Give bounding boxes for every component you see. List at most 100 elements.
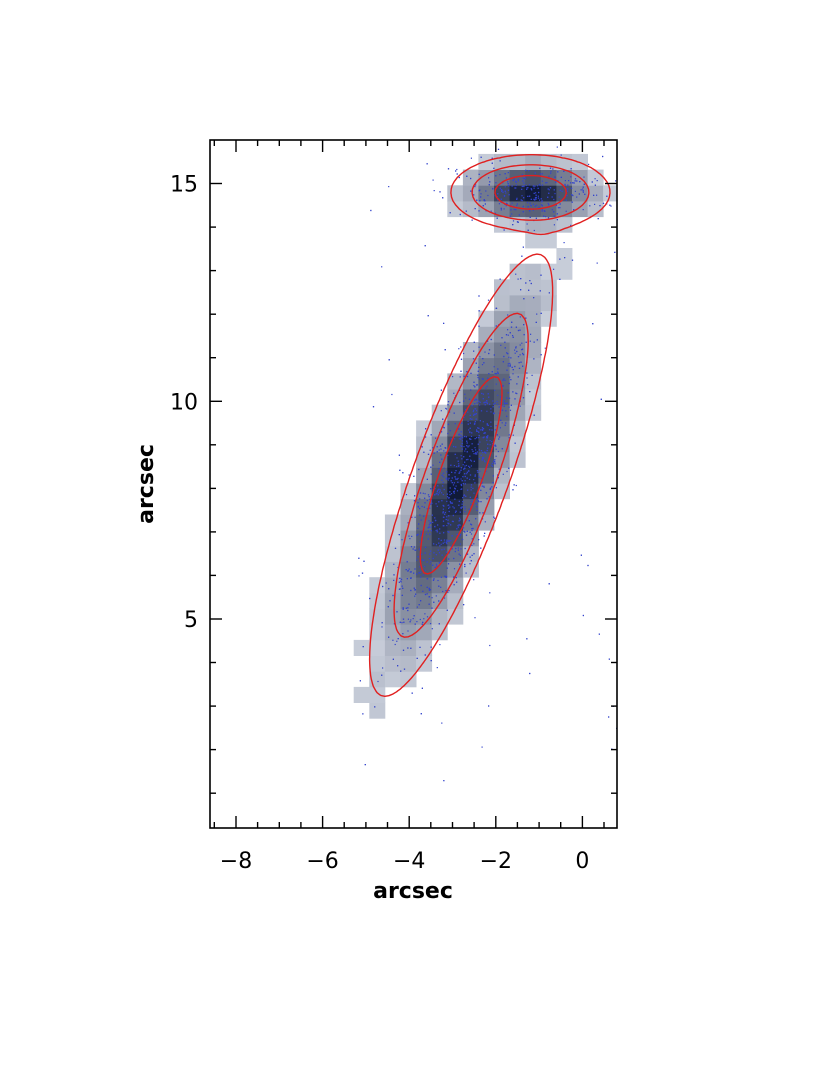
photon-point	[543, 215, 545, 217]
photon-point	[464, 531, 466, 533]
photon-point	[429, 522, 431, 524]
contour-level	[419, 174, 567, 575]
photon-point	[418, 523, 420, 525]
photon-point	[461, 448, 463, 450]
density-pixel	[478, 201, 495, 218]
photon-point	[458, 524, 460, 526]
density-pixel	[494, 451, 510, 468]
photon-point	[436, 667, 438, 669]
photon-point	[487, 424, 489, 426]
photon-point	[468, 445, 470, 447]
density-pixel	[494, 169, 510, 186]
x-axis-title: arcsec	[373, 879, 453, 904]
photon-point	[487, 194, 489, 197]
photon-point	[471, 219, 473, 221]
photon-point	[515, 209, 517, 211]
photon-point	[459, 376, 461, 378]
photon-point	[428, 524, 430, 526]
photon-point	[488, 349, 491, 351]
photon-point	[558, 196, 560, 198]
photon-point	[470, 460, 473, 462]
photon-point	[521, 349, 523, 351]
photon-point	[474, 474, 476, 476]
photon-point	[533, 297, 535, 299]
density-pixel	[494, 326, 510, 343]
photon-point	[451, 482, 453, 484]
photon-point	[529, 340, 531, 342]
photon-point	[503, 402, 505, 404]
photon-point	[482, 458, 484, 460]
photon-point	[445, 551, 447, 553]
photon-point	[442, 516, 445, 518]
photon-point	[450, 464, 452, 466]
photon-point	[402, 633, 404, 635]
photon-point	[436, 529, 438, 531]
density-pixel	[462, 545, 479, 562]
photon-point	[407, 647, 409, 649]
photon-point	[444, 575, 446, 577]
photon-point	[426, 578, 428, 580]
photon-point	[504, 186, 506, 188]
photon-point	[446, 516, 448, 518]
photon-point	[501, 189, 503, 191]
photon-point	[382, 667, 384, 669]
photon-point	[462, 476, 464, 478]
photon-point	[398, 454, 400, 456]
photon-point	[427, 530, 429, 532]
photon-point	[457, 526, 459, 528]
photon-point	[474, 447, 476, 449]
photon-point	[445, 590, 447, 592]
photon-point	[487, 435, 489, 437]
photon-point	[462, 437, 464, 439]
density-pixel	[447, 185, 464, 202]
photon-point	[494, 517, 496, 519]
photon-point	[414, 549, 416, 551]
photon-point	[422, 590, 424, 592]
photon-point	[445, 541, 448, 543]
photon-point	[471, 544, 473, 546]
photon-point	[454, 438, 456, 440]
density-pixel	[556, 263, 573, 280]
photon-point	[465, 572, 467, 574]
photon-point	[484, 432, 486, 434]
photon-point	[448, 558, 450, 560]
photon-point	[458, 504, 460, 506]
photon-point	[515, 346, 517, 348]
photon-point	[363, 560, 365, 562]
photon-point	[509, 409, 512, 411]
x-tick-label: −8	[220, 849, 252, 874]
photon-point	[497, 199, 499, 201]
photon-point	[497, 193, 499, 195]
photon-point	[460, 438, 462, 440]
photon-point	[399, 577, 401, 579]
photon-point	[517, 376, 519, 378]
photon-point	[525, 341, 527, 343]
photon-point	[533, 198, 535, 200]
density-pixel	[509, 342, 526, 359]
photon-point	[507, 189, 510, 191]
density-pixel	[384, 639, 401, 656]
photon-point	[517, 221, 519, 223]
photon-point	[434, 517, 436, 519]
y-tick-label: 15	[170, 173, 198, 198]
photon-point	[535, 321, 537, 323]
photon-point	[560, 154, 562, 156]
photon-point	[549, 187, 552, 189]
photon-point	[594, 184, 596, 186]
photon-point	[478, 434, 480, 437]
photon-point	[529, 195, 531, 197]
photon-point	[491, 465, 494, 467]
photon-point	[518, 362, 520, 364]
photon-point	[446, 567, 448, 569]
photon-point	[548, 189, 550, 191]
photon-point	[458, 465, 460, 467]
photon-point	[460, 437, 462, 439]
photon-point	[459, 535, 461, 537]
photon-point	[485, 492, 487, 494]
photon-point	[501, 409, 504, 411]
photon-point	[539, 184, 541, 186]
photon-point	[456, 168, 458, 171]
photon-point	[522, 206, 524, 208]
photon-point	[410, 589, 412, 592]
photon-point	[493, 516, 495, 518]
